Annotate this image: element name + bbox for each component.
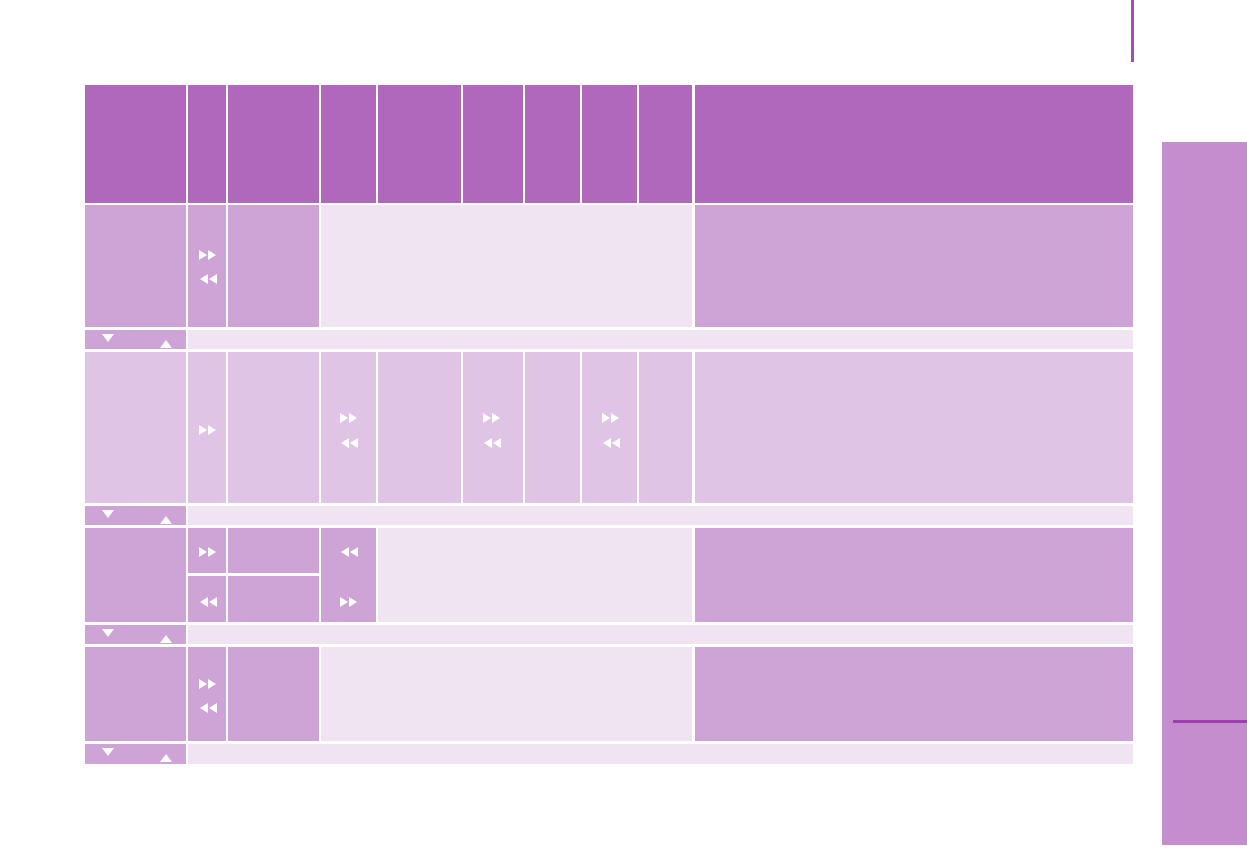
table-cell <box>85 205 186 327</box>
forward-icon <box>208 250 216 260</box>
side-tab-line <box>1173 720 1247 723</box>
down-arrow <box>102 334 114 342</box>
forward-icon <box>208 547 216 557</box>
backward-icon <box>209 274 217 284</box>
table-cell <box>85 647 186 741</box>
backward-icon <box>200 597 208 607</box>
forward-icon <box>208 679 216 689</box>
table-cell <box>639 85 692 203</box>
table-cell <box>321 352 376 503</box>
table-cell <box>582 352 637 503</box>
backward-icon <box>209 703 217 713</box>
table-cell <box>695 85 1133 203</box>
table-cell <box>378 85 461 203</box>
backward-icon <box>350 438 358 448</box>
forward-icon <box>199 547 207 557</box>
forward-icon <box>199 425 207 435</box>
table-cell <box>228 85 319 203</box>
table-cell <box>85 330 186 349</box>
forward-icon <box>340 597 348 607</box>
table-cell <box>188 352 226 503</box>
up-arrow <box>160 340 172 348</box>
backward-icon <box>350 547 358 557</box>
table-cell <box>695 647 1133 741</box>
table-cell <box>85 85 186 203</box>
forward-icon <box>349 413 357 423</box>
table-cell <box>525 85 580 203</box>
table-cell <box>228 528 319 573</box>
backward-icon <box>603 438 611 448</box>
backward-icon <box>200 703 208 713</box>
table-cell <box>85 528 186 622</box>
table-cell <box>321 528 376 622</box>
up-arrow <box>160 516 172 524</box>
table-cell <box>378 528 692 622</box>
down-arrow <box>102 629 114 637</box>
backward-icon <box>341 547 349 557</box>
table-cell <box>188 506 1133 525</box>
table-cell <box>188 625 1133 644</box>
table-cell <box>378 352 461 503</box>
table-cell <box>639 352 692 503</box>
table-cell <box>228 647 319 741</box>
down-arrow <box>102 510 114 518</box>
table-cell <box>321 205 692 327</box>
table-cell <box>695 352 1133 503</box>
forward-icon <box>199 679 207 689</box>
forward-icon <box>349 597 357 607</box>
backward-icon <box>493 438 501 448</box>
backward-icon <box>612 438 620 448</box>
forward-icon <box>340 413 348 423</box>
table-cell <box>85 506 186 525</box>
table-cell <box>188 744 1133 764</box>
backward-icon <box>200 274 208 284</box>
side-tab <box>1162 142 1247 845</box>
table-cell <box>188 85 226 203</box>
table-cell <box>695 205 1133 327</box>
up-arrow <box>160 754 172 762</box>
table-cell <box>85 352 186 503</box>
table-cell <box>321 647 692 741</box>
table-cell <box>582 85 637 203</box>
table-cell <box>321 85 376 203</box>
table-cell <box>463 352 523 503</box>
table-cell <box>463 85 523 203</box>
forward-icon <box>208 425 216 435</box>
table-cell <box>188 647 226 741</box>
table-cell <box>188 528 226 573</box>
page-edge-line <box>1131 0 1134 62</box>
backward-icon <box>484 438 492 448</box>
backward-icon <box>209 597 217 607</box>
table-cell <box>188 330 1133 349</box>
up-arrow <box>160 635 172 643</box>
forward-icon <box>199 250 207 260</box>
backward-icon <box>341 438 349 448</box>
forward-icon <box>483 413 491 423</box>
table-cell <box>228 352 319 503</box>
table-cell <box>525 352 580 503</box>
forward-icon <box>611 413 619 423</box>
table-cell <box>85 625 186 644</box>
table-cell <box>228 576 319 622</box>
table-cell <box>188 205 226 327</box>
forward-icon <box>492 413 500 423</box>
table-cell <box>695 528 1133 622</box>
down-arrow <box>102 748 114 756</box>
forward-icon <box>602 413 610 423</box>
table-cell <box>228 205 319 327</box>
